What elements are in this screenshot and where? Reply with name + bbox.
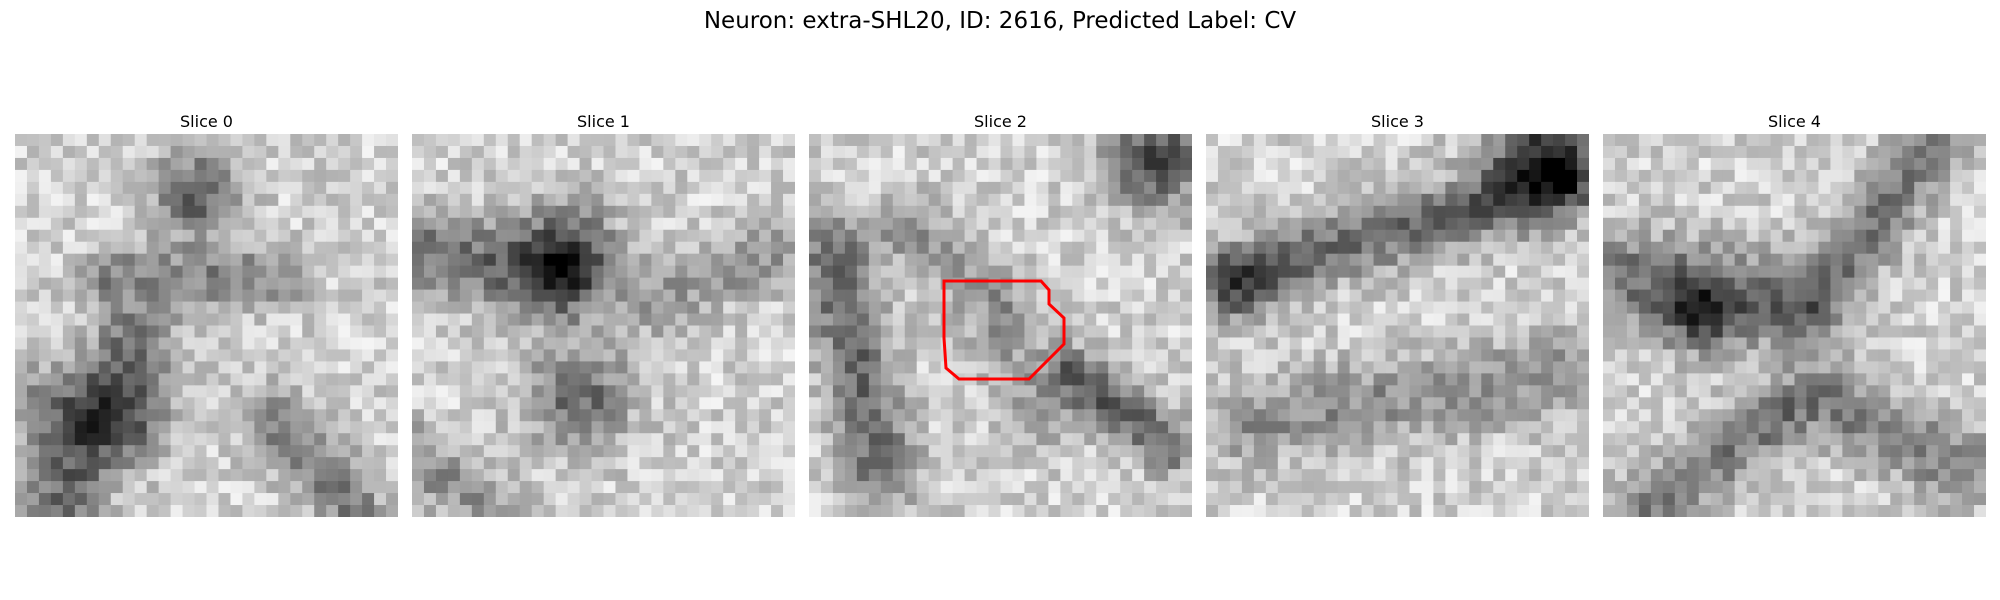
panel-title: Slice 0: [180, 112, 233, 131]
slice-pixels: [15, 134, 398, 517]
segmentation-contour: [942, 279, 1066, 381]
slice-image: [1603, 134, 1986, 517]
panel-slice-2: Slice 2: [809, 110, 1192, 517]
slice-pixels: [1206, 134, 1589, 517]
panel-slice-1: Slice 1: [412, 110, 795, 517]
slice-image: [412, 134, 795, 517]
slice-image: [1206, 134, 1589, 517]
slice-pixels: [809, 134, 1192, 517]
slice-pixels: [412, 134, 795, 517]
panel-slice-0: Slice 0: [15, 110, 398, 517]
slice-image: [809, 134, 1192, 517]
panel-title: Slice 4: [1768, 112, 1821, 131]
panel-title: Slice 2: [974, 112, 1027, 131]
figure-title: Neuron: extra-SHL20, ID: 2616, Predicted…: [703, 8, 1297, 34]
panel-slice-4: Slice 4: [1603, 110, 1986, 517]
slice-pixels: [1603, 134, 1986, 517]
panel-slice-3: Slice 3: [1206, 110, 1589, 517]
panel-title: Slice 1: [577, 112, 630, 131]
slice-image: [15, 134, 398, 517]
panel-title: Slice 3: [1371, 112, 1424, 131]
